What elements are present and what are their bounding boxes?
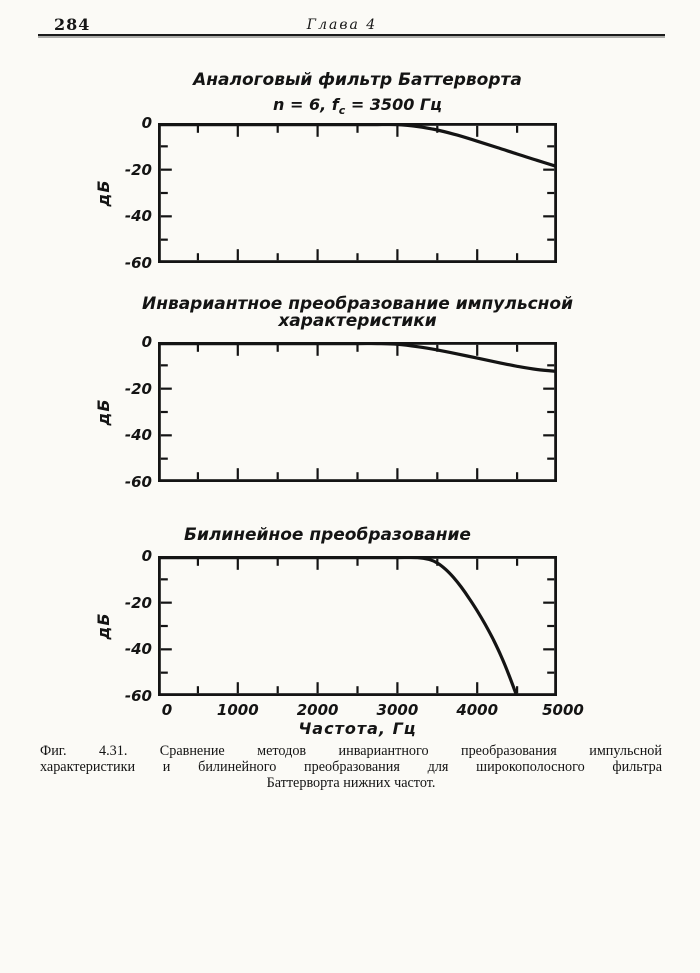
y-tick-label: 0 (141, 547, 152, 565)
x-tick-label: 0 (161, 701, 173, 719)
x-axis-title: Частота, Гц (298, 719, 417, 738)
caption-line-1: Фиг. 4.31. Сравнение методов инвариантно… (40, 743, 662, 759)
y-tick-label: -40 (124, 640, 152, 659)
plot-frame (158, 342, 557, 482)
chart1-title: Аналоговый фильтр Баттерворта (193, 70, 522, 90)
y-tick-label: 0 (141, 114, 152, 132)
subtitle-post: = 3500 Гц (345, 95, 442, 114)
chart3-canvas (158, 556, 557, 696)
chapter-running-head: Глава 4 (306, 17, 378, 33)
x-tick-label: 2000 (296, 701, 339, 719)
response-curve (158, 123, 557, 169)
y-tick-label: -20 (124, 379, 152, 398)
page-number: 284 (54, 15, 91, 34)
caption-line-3: Баттерворта нижних частот. (266, 775, 436, 791)
plot-frame (158, 556, 557, 696)
response-curve (158, 342, 557, 373)
response-curve (158, 556, 518, 696)
y-tick-label: -40 (124, 207, 152, 226)
chart3-plot-area (158, 556, 557, 696)
chart1-plot-area (158, 123, 557, 263)
y-tick-label: -60 (124, 473, 152, 491)
subtitle-subscript: c (338, 104, 346, 118)
chart2-plot-area (158, 342, 557, 482)
caption-line-2: характеристики и билинейного преобразова… (40, 759, 662, 775)
y-tick-label: -40 (124, 426, 152, 445)
chart1-canvas (158, 123, 557, 263)
x-tick-label: 3000 (376, 701, 419, 719)
header-rule (38, 34, 665, 36)
chart2-title-line1: Инвариантное преобразование импульсной (141, 294, 573, 314)
subtitle-pre: n = 6, f (273, 95, 339, 114)
plot-frame (158, 123, 557, 263)
chart3-title: Билинейное преобразование (184, 525, 471, 545)
chart1-subtitle: n = 6, fc = 3500 Гц (158, 95, 557, 117)
y-tick-label: -60 (124, 254, 152, 272)
y-tick-label: -60 (124, 687, 152, 705)
x-tick-label: 5000 (542, 701, 584, 719)
chart2-title-line2: характеристики (278, 311, 437, 331)
x-tick-label: 1000 (216, 701, 259, 719)
chart2-canvas (158, 342, 557, 482)
y-tick-label: -20 (124, 593, 152, 612)
y-tick-label: 0 (141, 333, 152, 351)
x-tick-label: 4000 (456, 701, 499, 719)
y-tick-label: -20 (124, 160, 152, 179)
figure-caption: Фиг. 4.31. Сравнение методов инвариантно… (40, 743, 662, 791)
